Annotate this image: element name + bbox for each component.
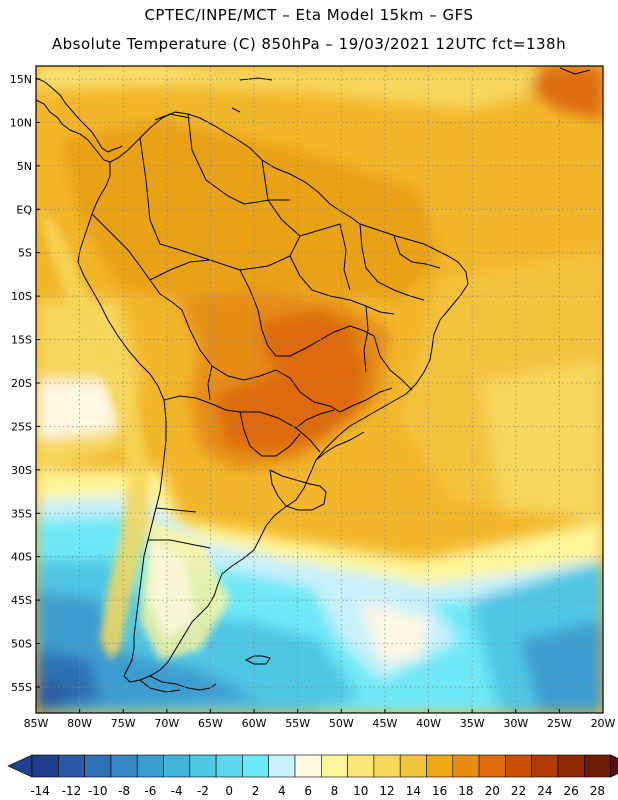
colorbar-swatch — [531, 754, 559, 778]
lon-tick-label: 25W — [547, 717, 572, 730]
colorbar-label: 20 — [485, 784, 500, 798]
colorbar-label: 24 — [537, 784, 552, 798]
lat-tick-label: 15S — [11, 334, 32, 347]
colorbar-label: 8 — [331, 784, 339, 798]
colorbar-left-arrow — [7, 754, 33, 778]
lon-tick-label: 80W — [67, 717, 92, 730]
lon-tick-label: 75W — [111, 717, 136, 730]
lon-tick-label: 85W — [24, 717, 49, 730]
colorbar-label: -10 — [88, 784, 108, 798]
colorbar-label: -2 — [197, 784, 209, 798]
lon-tick-label: 60W — [242, 717, 267, 730]
colorbar-label: 10 — [353, 784, 368, 798]
lon-tick-label: 50W — [329, 717, 354, 730]
lat-tick-label: 35S — [11, 507, 32, 520]
lon-tick-label: 70W — [154, 717, 179, 730]
colorbar-swatch — [136, 754, 164, 778]
colorbar-label: -4 — [171, 784, 183, 798]
colorbar-label: 14 — [406, 784, 421, 798]
lat-tick-label: 30S — [11, 464, 32, 477]
lat-tick-label: 40S — [11, 551, 32, 564]
lon-tick-label: 20W — [591, 717, 616, 730]
colorbar-swatch — [347, 754, 375, 778]
colorbar-label: 16 — [432, 784, 447, 798]
temperature-field — [36, 66, 603, 713]
map-title-line2: Absolute Temperature (C) 850hPa – 19/03/… — [51, 35, 567, 53]
lat-tick-label: 45S — [11, 594, 32, 607]
colorbar-label: 26 — [564, 784, 579, 798]
colorbar-label: 12 — [379, 784, 394, 798]
coastlines — [36, 67, 591, 693]
colorbar-swatch — [215, 754, 243, 778]
map-title-line1: CPTEC/INPE/MCT – Eta Model 15km – GFS — [144, 6, 474, 24]
colorbar-label: 4 — [278, 784, 286, 798]
colorbar-swatch — [31, 754, 59, 778]
colorbar-label: 0 — [225, 784, 233, 798]
colorbar-swatch — [399, 754, 427, 778]
colorbar-label: -6 — [144, 784, 156, 798]
colorbar-swatch — [294, 754, 322, 778]
colorbar-swatch — [373, 754, 401, 778]
lat-tick-label: 5S — [18, 247, 32, 260]
colorbar-swatch — [452, 754, 480, 778]
lat-tick-label: 15N — [10, 73, 32, 86]
lat-tick-label: 5N — [17, 160, 32, 173]
lat-tick-label: 10S — [11, 290, 32, 303]
colorbar-label: -14 — [30, 784, 50, 798]
lat-tick-label: 50S — [11, 638, 32, 651]
colorbar-label: -8 — [118, 784, 130, 798]
colorbar-swatch — [84, 754, 112, 778]
lon-tick-label: 65W — [198, 717, 223, 730]
colorbar-swatch — [242, 754, 269, 778]
colorbar-label: 2 — [252, 784, 260, 798]
colorbar: -14 -12 -10 -8 -6 -4 -2 0 2 4 6 8 10 12 14 16 18 20 22 24 26… — [7, 754, 618, 798]
lon-tick-label: 45W — [372, 717, 397, 730]
colorbar-right-arrow — [610, 754, 618, 778]
lat-tick-label: 20S — [11, 377, 32, 390]
lat-tick-label: 10N — [10, 116, 32, 129]
lon-tick-label: 40W — [416, 717, 441, 730]
colorbar-swatch — [426, 754, 454, 778]
colorbar-label: 6 — [304, 784, 312, 798]
colorbar-label: 18 — [458, 784, 473, 798]
colorbar-swatch — [320, 754, 348, 778]
lon-tick-label: 55W — [285, 717, 310, 730]
colorbar-swatch — [557, 754, 585, 778]
colorbar-swatch — [583, 754, 611, 778]
colorbar-label: -12 — [62, 784, 82, 798]
lon-tick-label: 30W — [503, 717, 528, 730]
colorbar-swatch — [57, 754, 85, 778]
lat-tick-label: EQ — [16, 203, 32, 216]
colorbar-swatch — [478, 754, 506, 778]
longitude-labels: 85W 80W 75W 70W 65W 60W 55W 50W 45W 40W 35W 30W 25W 2… — [24, 709, 616, 730]
colorbar-swatch — [268, 754, 296, 778]
latitude-labels: 15N 10N 5N EQ 5S 10S 15S 20S 25S 30S 35S 40S 45S 50S 5… — [10, 73, 40, 694]
colorbar-swatch — [163, 754, 191, 778]
lon-tick-label: 35W — [460, 717, 485, 730]
lat-tick-label: 55S — [11, 681, 32, 694]
colorbar-swatch — [110, 754, 138, 778]
colorbar-swatch — [505, 754, 532, 778]
colorbar-label: 28 — [590, 784, 605, 798]
colorbar-label: 22 — [511, 784, 526, 798]
lat-tick-label: 25S — [11, 420, 32, 433]
map-frame — [35, 65, 604, 714]
lat-lon-grid — [36, 66, 603, 713]
colorbar-swatch — [189, 754, 217, 778]
